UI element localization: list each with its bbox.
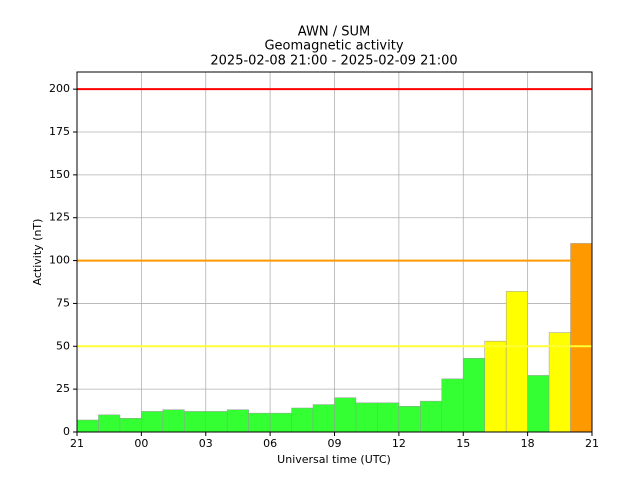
chart-title: AWN / SUM bbox=[298, 25, 370, 40]
x-tick-label: 06 bbox=[263, 437, 277, 450]
bar bbox=[484, 340, 507, 433]
chart-date-range: 2025-02-08 21:00 - 2025-02-09 21:00 bbox=[210, 54, 457, 69]
x-axis-label: Universal time (UTC) bbox=[277, 453, 391, 466]
y-tick-label: 200 bbox=[49, 82, 70, 95]
x-tick-label: 03 bbox=[199, 437, 213, 450]
x-tick-label: 00 bbox=[134, 437, 148, 450]
bar bbox=[119, 418, 142, 433]
bar bbox=[141, 411, 164, 433]
y-tick-label: 25 bbox=[56, 382, 70, 395]
bar bbox=[76, 419, 99, 433]
bar bbox=[226, 409, 249, 433]
y-tick-label: 0 bbox=[63, 425, 70, 438]
bar bbox=[162, 409, 185, 433]
y-tick-label: 100 bbox=[49, 254, 70, 267]
chart-subtitle: Geomagnetic activity bbox=[264, 39, 403, 54]
bar bbox=[398, 406, 421, 433]
x-tick-label: 09 bbox=[328, 437, 342, 450]
y-tick-label: 150 bbox=[49, 168, 70, 181]
bar bbox=[463, 358, 485, 433]
bar bbox=[505, 291, 528, 433]
bar bbox=[570, 243, 593, 433]
y-tick-label: 125 bbox=[49, 211, 70, 224]
x-tick-label: 12 bbox=[392, 437, 406, 450]
bar bbox=[441, 378, 464, 433]
bar bbox=[312, 404, 335, 433]
bar bbox=[377, 402, 400, 433]
y-tick-label: 175 bbox=[49, 125, 70, 138]
bar bbox=[205, 411, 228, 433]
bar bbox=[355, 402, 378, 433]
x-tick-label: 15 bbox=[456, 437, 470, 450]
y-tick-label: 75 bbox=[56, 296, 70, 309]
y-tick-label: 50 bbox=[56, 339, 70, 352]
x-tick-label: 21 bbox=[585, 437, 599, 450]
bar bbox=[291, 407, 314, 433]
plot-frame bbox=[76, 71, 593, 433]
bar bbox=[98, 414, 121, 433]
y-axis-label: Activity (nT) bbox=[31, 219, 44, 286]
bar bbox=[334, 397, 357, 433]
x-tick-label: 18 bbox=[521, 437, 535, 450]
x-tick-label: 21 bbox=[70, 437, 84, 450]
bar bbox=[420, 400, 443, 433]
bar bbox=[248, 412, 271, 433]
bar bbox=[548, 332, 571, 433]
bar bbox=[527, 375, 550, 433]
bar bbox=[184, 411, 207, 433]
bar bbox=[269, 412, 292, 433]
